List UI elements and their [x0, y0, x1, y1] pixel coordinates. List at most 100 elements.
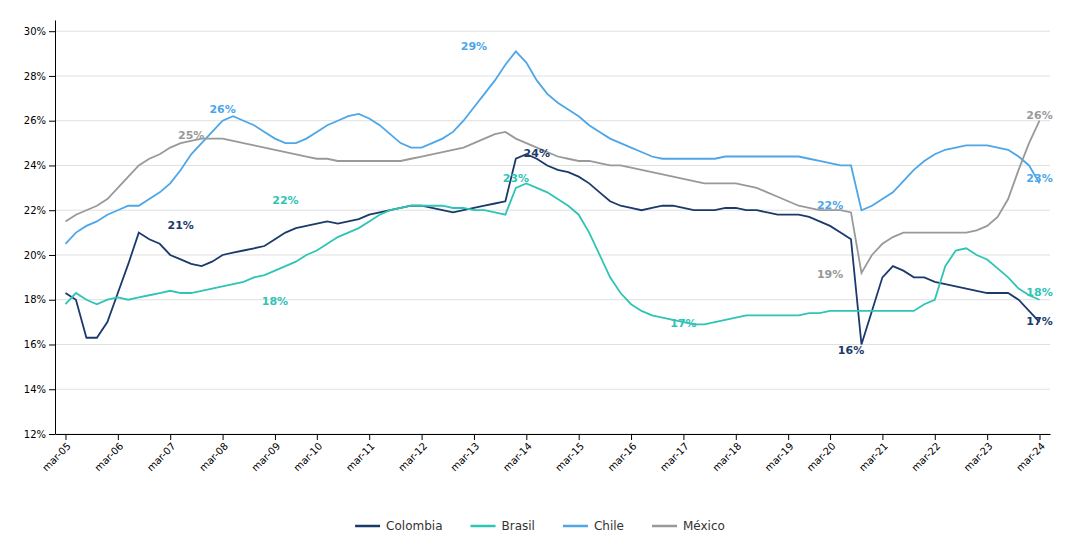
y-tick: 26%	[24, 115, 55, 126]
x-axis-line	[56, 434, 1051, 435]
grid-line	[55, 344, 1050, 345]
grid-line	[55, 254, 1050, 255]
series-line	[65, 51, 1039, 243]
x-tick-mark	[275, 434, 276, 440]
x-tick-mark	[882, 434, 883, 440]
annotation: 23%	[503, 172, 529, 185]
y-tick: 18%	[24, 294, 55, 305]
x-tick-label: mar-21	[857, 440, 890, 473]
x-tick-label: mar-06	[92, 440, 125, 473]
y-tick: 16%	[24, 339, 55, 350]
x-tick-mark	[987, 434, 988, 440]
x-tick-mark	[474, 434, 475, 440]
x-tick-label: mar-24	[1014, 440, 1047, 473]
grid-line	[55, 434, 1050, 435]
x-tick-mark	[579, 434, 580, 440]
x-tick: mar-22	[909, 434, 942, 473]
x-tick-mark	[1040, 434, 1041, 440]
y-tick-mark	[49, 165, 55, 166]
annotation: 26%	[209, 103, 235, 116]
y-tick: 20%	[24, 250, 55, 261]
annotation: 17%	[670, 317, 696, 330]
y-tick: 30%	[24, 26, 55, 37]
x-tick: mar-18	[710, 434, 743, 473]
x-tick-mark	[788, 434, 789, 440]
y-tick-mark	[49, 434, 55, 435]
y-tick-label: 12%	[24, 429, 46, 440]
x-tick: mar-05	[40, 434, 73, 473]
x-tick: mar-17	[658, 434, 691, 473]
x-tick-label: mar-15	[553, 440, 586, 473]
x-tick-mark	[223, 434, 224, 440]
x-tick-label: mar-10	[291, 440, 324, 473]
y-tick-mark	[49, 389, 55, 390]
grid-line	[55, 120, 1050, 121]
x-tick: mar-06	[92, 434, 125, 473]
x-tick: mar-07	[145, 434, 178, 473]
legend-swatch	[652, 525, 677, 528]
legend-label: Chile	[594, 519, 624, 533]
plot-area	[65, 51, 1039, 344]
annotation: 19%	[817, 268, 843, 281]
y-tick-label: 14%	[24, 384, 46, 395]
series-line	[65, 183, 1039, 324]
x-tick: mar-08	[197, 434, 230, 473]
x-tick-mark	[683, 434, 684, 440]
y-tick-label: 28%	[24, 71, 46, 82]
x-tick: mar-16	[606, 434, 639, 473]
legend-swatch	[563, 525, 588, 528]
x-tick-mark	[736, 434, 737, 440]
annotation: 22%	[817, 199, 843, 212]
x-tick-mark	[830, 434, 831, 440]
x-tick-mark	[631, 434, 632, 440]
y-tick-mark	[49, 31, 55, 32]
chart: 12% 14% 16% 18% 20% 22% 24% 26% 28% 30% mar-05 mar-…	[0, 0, 1080, 544]
x-tick: mar-19	[763, 434, 796, 473]
annotation: 18%	[1026, 286, 1052, 299]
y-tick-mark	[49, 255, 55, 256]
x-tick-label: mar-09	[250, 440, 283, 473]
x-tick: mar-20	[805, 434, 838, 473]
x-tick-mark	[317, 434, 318, 440]
annotation: 24%	[524, 147, 550, 160]
legend-item: México	[652, 519, 725, 533]
y-tick: 24%	[24, 160, 55, 171]
grid-line	[55, 389, 1050, 390]
annotation: 21%	[168, 219, 194, 232]
x-tick-label: mar-19	[763, 440, 796, 473]
y-tick-label: 22%	[24, 205, 46, 216]
x-tick: mar-09	[250, 434, 283, 473]
annotation: 18%	[262, 295, 288, 308]
grid-line	[55, 165, 1050, 166]
x-tick-label: mar-20	[805, 440, 838, 473]
grid-line	[55, 210, 1050, 211]
x-tick-label: mar-22	[909, 440, 942, 473]
x-tick-mark	[118, 434, 119, 440]
x-tick-mark	[422, 434, 423, 440]
grid	[55, 31, 1050, 434]
annotation: 16%	[838, 344, 864, 357]
y-tick-label: 26%	[24, 115, 46, 126]
grid-line	[55, 31, 1050, 32]
legend-label: Colombia	[386, 519, 442, 533]
y-tick-label: 20%	[24, 250, 46, 261]
grid-line	[55, 75, 1050, 76]
x-tick-label: mar-14	[501, 440, 534, 473]
legend: Colombia Brasil Chile México	[355, 519, 725, 533]
x-tick-label: mar-16	[606, 440, 639, 473]
x-tick-label: mar-05	[40, 440, 73, 473]
x-tick-mark	[369, 434, 370, 440]
annotations: 21%26%25%22%18%29%23%24%17%19%22%16%26%2…	[168, 40, 1053, 357]
y-axis-line	[55, 21, 56, 435]
x-tick-label: mar-23	[962, 440, 995, 473]
x-tick-mark	[170, 434, 171, 440]
x-tick-label: mar-11	[344, 440, 377, 473]
legend-item: Brasil	[470, 519, 534, 533]
y-tick-label: 30%	[24, 26, 46, 37]
y-tick-mark	[49, 210, 55, 211]
legend-item: Colombia	[355, 519, 442, 533]
legend-swatch	[470, 525, 495, 528]
x-tick: mar-23	[962, 434, 995, 473]
series-line	[65, 154, 1039, 344]
x-tick-label: mar-07	[145, 440, 178, 473]
